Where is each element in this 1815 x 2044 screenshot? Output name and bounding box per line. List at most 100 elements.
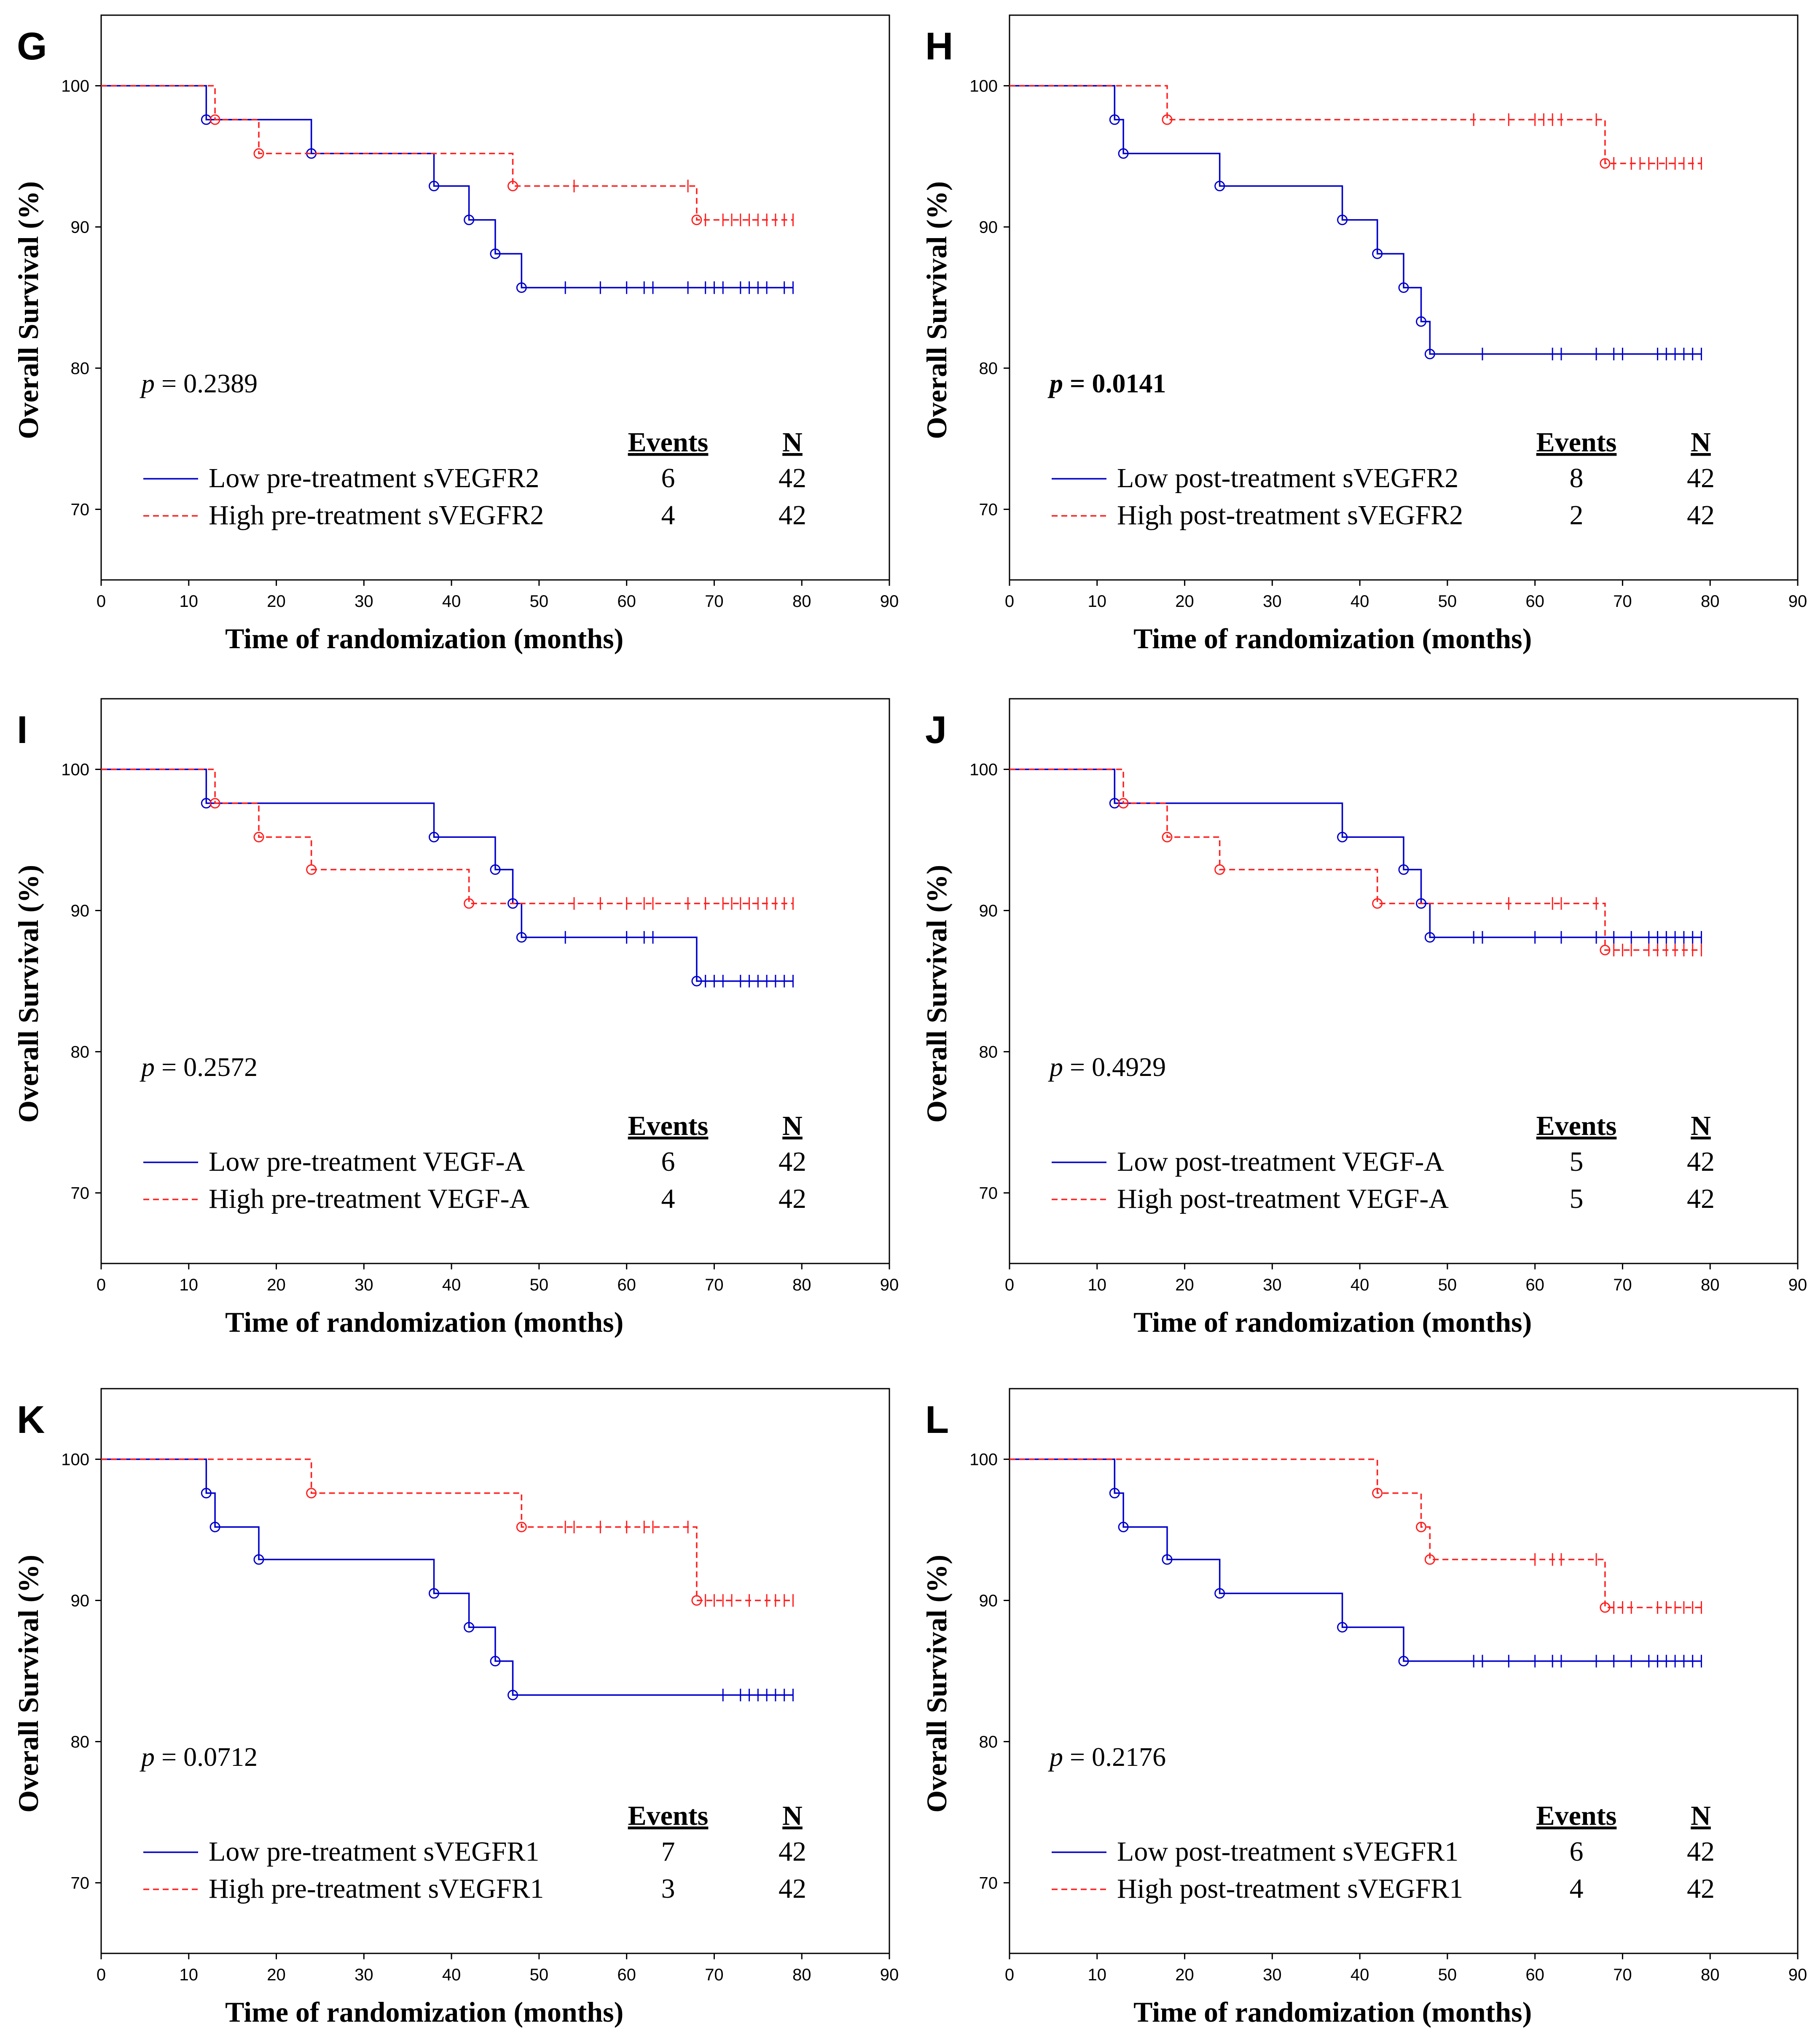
event-marker bbox=[1416, 316, 1427, 327]
y-tick-label: 90 bbox=[979, 1592, 998, 1610]
legend-label: Low post-treatment VEGF-A bbox=[1117, 1146, 1444, 1177]
event-marker bbox=[1600, 158, 1611, 169]
legend-events-header: Events bbox=[628, 1800, 709, 1831]
event-marker bbox=[209, 1521, 220, 1532]
legend-n-value: 42 bbox=[1687, 463, 1715, 494]
panel-letter: J bbox=[925, 708, 947, 751]
x-tick-label: 40 bbox=[1351, 592, 1369, 611]
event-marker bbox=[1118, 148, 1129, 159]
legend-events-value: 6 bbox=[661, 463, 675, 494]
event-marker bbox=[429, 1588, 440, 1599]
y-axis-title: Overall Survival (%) bbox=[12, 181, 44, 439]
x-tick-label: 60 bbox=[617, 1276, 636, 1294]
event-marker bbox=[306, 1488, 317, 1499]
p-value-number: = 0.2176 bbox=[1063, 1742, 1166, 1772]
panel-h: H 0 10 20 30 40 50 60 70 80 90 70 80 90 100 Time of ran… bbox=[921, 14, 1807, 655]
x-axis-title: Time of randomization (months) bbox=[1133, 1996, 1532, 2028]
x-axis-title: Time of randomization (months) bbox=[1133, 622, 1532, 655]
x-tick-label: 40 bbox=[442, 1966, 461, 1984]
legend-n-header: N bbox=[782, 1800, 803, 1831]
x-tick-label: 20 bbox=[267, 1276, 286, 1294]
legend-label: Low pre-treatment sVEGFR2 bbox=[209, 463, 540, 494]
y-tick-label: 90 bbox=[979, 218, 998, 237]
panel-letter: H bbox=[925, 25, 953, 68]
x-tick-label: 70 bbox=[1613, 1276, 1632, 1294]
legend-events-value: 3 bbox=[661, 1873, 675, 1904]
event-marker bbox=[1337, 1622, 1348, 1633]
x-tick-label: 90 bbox=[1788, 592, 1807, 611]
x-tick-label: 0 bbox=[1005, 1966, 1014, 1984]
legend-n-value: 42 bbox=[1687, 1873, 1715, 1904]
x-tick-label: 30 bbox=[354, 592, 373, 611]
x-tick-label: 70 bbox=[705, 592, 724, 611]
y-tick-label: 80 bbox=[71, 1733, 90, 1752]
survival-curve-high bbox=[1010, 768, 1702, 951]
x-tick-label: 0 bbox=[97, 1966, 106, 1984]
legend-events-value: 4 bbox=[661, 1183, 675, 1214]
x-axis-title: Time of randomization (months) bbox=[225, 622, 623, 655]
event-marker bbox=[1600, 944, 1611, 955]
p-value-number: = 0.4929 bbox=[1063, 1052, 1166, 1082]
legend-n-value: 42 bbox=[1687, 500, 1715, 531]
legend-label: Low post-treatment sVEGFR1 bbox=[1117, 1836, 1458, 1867]
p-value-number: = 0.2572 bbox=[155, 1052, 258, 1082]
x-tick-label: 20 bbox=[1175, 1276, 1194, 1294]
x-tick-label: 20 bbox=[1175, 592, 1194, 611]
event-marker bbox=[1109, 114, 1120, 125]
event-marker bbox=[507, 180, 518, 191]
y-tick-label: 100 bbox=[969, 1451, 998, 1469]
legend-n-header: N bbox=[782, 427, 803, 458]
legend-n-value: 42 bbox=[1687, 1146, 1715, 1177]
x-tick-label: 60 bbox=[1525, 1276, 1544, 1294]
x-tick-label: 40 bbox=[442, 1276, 461, 1294]
legend-events-value: 2 bbox=[1570, 500, 1584, 531]
y-tick-label: 80 bbox=[979, 359, 998, 378]
panel-letter: G bbox=[17, 25, 47, 68]
x-tick-label: 0 bbox=[97, 1276, 106, 1294]
legend-label: Low pre-treatment VEGF-A bbox=[209, 1146, 525, 1177]
y-tick-label: 70 bbox=[979, 1874, 998, 1893]
x-tick-label: 90 bbox=[1788, 1966, 1807, 1984]
x-tick-label: 70 bbox=[705, 1276, 724, 1294]
x-axis-title: Time of randomization (months) bbox=[1133, 1306, 1532, 1338]
x-tick-label: 70 bbox=[1613, 592, 1632, 611]
p-value: p = 0.2572 bbox=[140, 1052, 258, 1082]
y-tick-label: 100 bbox=[61, 1451, 89, 1469]
legend-events-header: Events bbox=[1536, 1800, 1617, 1831]
x-tick-label: 70 bbox=[705, 1966, 724, 1984]
legend-label: High pre-treatment sVEGFR1 bbox=[209, 1873, 544, 1904]
event-marker bbox=[1416, 898, 1427, 909]
event-marker bbox=[209, 114, 220, 125]
plot-frame bbox=[1009, 1388, 1799, 1954]
panel-i: I 0 10 20 30 40 50 60 70 80 90 70 80 90 100 Time of ran… bbox=[12, 698, 899, 1338]
event-marker bbox=[253, 832, 264, 842]
x-tick-label: 0 bbox=[97, 592, 106, 611]
event-marker bbox=[1398, 282, 1409, 293]
event-marker bbox=[1372, 1488, 1383, 1499]
survival-curve-high bbox=[1010, 1458, 1702, 1608]
y-tick-label: 90 bbox=[979, 902, 998, 920]
legend-events-value: 6 bbox=[661, 1146, 675, 1177]
legend-events-value: 5 bbox=[1570, 1183, 1584, 1214]
event-marker bbox=[691, 1595, 702, 1606]
event-marker bbox=[1337, 832, 1348, 842]
legend-label: High post-treatment VEGF-A bbox=[1117, 1183, 1449, 1214]
x-tick-label: 90 bbox=[880, 1966, 899, 1984]
x-tick-label: 80 bbox=[792, 1276, 811, 1294]
event-marker bbox=[691, 976, 702, 987]
legend-n-value: 42 bbox=[779, 463, 806, 494]
y-axis-title: Overall Survival (%) bbox=[921, 181, 953, 439]
event-marker bbox=[1337, 215, 1348, 225]
y-tick-label: 90 bbox=[71, 1592, 90, 1610]
event-marker bbox=[516, 1521, 527, 1532]
legend-events-header: Events bbox=[628, 427, 709, 458]
p-value-symbol: p bbox=[140, 1052, 155, 1082]
x-tick-label: 20 bbox=[267, 1966, 286, 1984]
event-marker bbox=[1600, 1602, 1611, 1613]
y-tick-label: 80 bbox=[979, 1733, 998, 1752]
p-value-symbol: p bbox=[1048, 1052, 1063, 1082]
event-marker bbox=[1424, 932, 1435, 943]
legend-events-header: Events bbox=[1536, 427, 1617, 458]
event-marker bbox=[516, 932, 527, 943]
event-marker bbox=[1162, 114, 1173, 125]
